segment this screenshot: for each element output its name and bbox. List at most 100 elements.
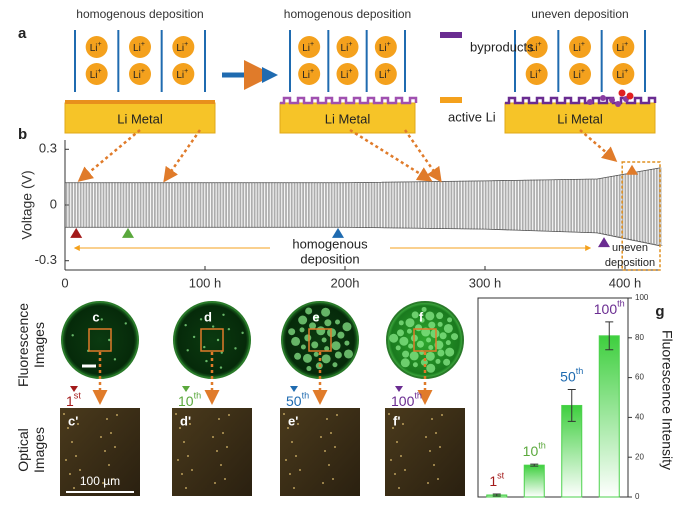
legend-label: byproducts — [470, 39, 534, 54]
zoom-arrow — [77, 129, 141, 182]
ion-charge: + — [141, 41, 145, 48]
fluorescent-spot — [302, 353, 312, 363]
optical-image — [385, 408, 465, 496]
x-tick-label: 0 — [61, 275, 68, 290]
ion-symbol: Li — [302, 70, 310, 81]
fluorescent-spot — [400, 358, 410, 368]
optical-speck — [322, 482, 324, 484]
fluorescent-spot — [304, 334, 312, 342]
optical-speck — [437, 478, 439, 480]
optical-image — [60, 408, 140, 496]
cycle-label: 50th — [286, 391, 309, 409]
optical-speck — [110, 432, 112, 434]
optical-speck — [63, 413, 65, 415]
ion-charge: + — [387, 68, 391, 75]
optical-speck — [332, 478, 334, 480]
ion-symbol: Li — [616, 70, 624, 81]
image-label: d — [204, 309, 212, 324]
cycle-number: 10 — [178, 393, 194, 409]
ion-charge: + — [141, 68, 145, 75]
fluorescent-spot — [321, 307, 331, 317]
ion-label: Li+ — [133, 41, 145, 54]
ion-label: Li+ — [90, 68, 102, 81]
y-tick-label: 20 — [635, 452, 644, 461]
cycle-marker — [626, 164, 638, 175]
error-bar — [530, 463, 539, 467]
cycle-number: 10 — [523, 443, 539, 459]
cycle-suffix: st — [74, 391, 82, 401]
li-ion — [336, 63, 359, 85]
optical-speck — [185, 487, 187, 489]
x-tick-label: 400 h — [609, 275, 642, 290]
byproduct — [600, 95, 606, 101]
fluorescent-spot — [113, 358, 117, 361]
ion-charge: + — [184, 41, 188, 48]
li-ion — [298, 63, 321, 85]
fluorescent-spot — [337, 331, 345, 339]
fluorescent-spot — [71, 334, 74, 337]
y-tick-label: 0.3 — [39, 141, 57, 156]
fluorescent-spot — [335, 319, 341, 325]
fluorescent-spot — [211, 325, 215, 328]
li-ion — [129, 63, 151, 85]
fluorescent-spot — [425, 351, 435, 361]
optical-speck — [336, 414, 338, 416]
error-bar — [605, 321, 614, 351]
optical-speck — [108, 464, 110, 466]
optical-speck — [299, 469, 301, 471]
ion-charge: + — [348, 68, 352, 75]
optical-speck — [220, 464, 222, 466]
ion-label: Li+ — [379, 41, 391, 54]
optical-speck — [222, 432, 224, 434]
dendrite — [618, 89, 626, 97]
byproduct — [609, 97, 615, 103]
ion-label: Li+ — [573, 68, 585, 81]
cycle-label: 10th — [178, 391, 201, 409]
fluorescent-spot — [398, 320, 404, 326]
fluorescent-spot — [412, 362, 418, 368]
fluorescent-spot — [443, 323, 453, 333]
zoom-arrow — [349, 128, 433, 182]
surface-layer — [505, 96, 657, 105]
optical-speck — [102, 482, 104, 484]
optical-speck — [392, 427, 394, 429]
fluorescent-spot — [406, 328, 412, 334]
fluorescent-spot — [186, 349, 189, 352]
ion-symbol: Li — [341, 70, 349, 81]
fluorescent-spot — [316, 326, 326, 336]
byproduct — [615, 101, 621, 107]
optical-speck — [388, 413, 390, 415]
cycle-number: 50 — [286, 393, 302, 409]
zoom-box — [621, 161, 661, 271]
fluorescent-spot — [192, 335, 196, 339]
optical-speck — [181, 473, 183, 475]
region-box — [88, 328, 112, 352]
optical-speck — [330, 432, 332, 434]
optical-speck — [394, 473, 396, 475]
ion-label: Li+ — [573, 41, 585, 54]
cycle-suffix: th — [302, 391, 310, 401]
y-tick-label: 100 — [635, 293, 649, 302]
x-tick-label: 300 h — [469, 275, 502, 290]
fluorescent-spot — [344, 340, 350, 346]
cycle-number: 50 — [560, 368, 576, 384]
fluorescent-spot — [306, 366, 312, 372]
optical-speck — [289, 473, 291, 475]
ion-symbol: Li — [616, 43, 624, 54]
fluorescent-spot — [426, 337, 432, 343]
fluorescent-spot — [108, 338, 111, 342]
ion-charge: + — [581, 41, 585, 48]
cycle-number: 100 — [391, 393, 415, 409]
optical-speck — [191, 469, 193, 471]
optical-speck — [216, 450, 218, 452]
cycle-suffix: th — [194, 391, 202, 401]
fluorescent-spot — [216, 338, 220, 342]
x-tick-label: 100 h — [189, 275, 222, 290]
fluorescent-spot — [199, 318, 203, 321]
ion-charge: + — [538, 68, 542, 75]
fluorescent-spot — [334, 351, 342, 359]
annotation: deposition — [300, 251, 359, 266]
fluorescent-spot — [428, 344, 434, 350]
image-label: d' — [180, 413, 191, 428]
optical-speck — [65, 459, 67, 461]
